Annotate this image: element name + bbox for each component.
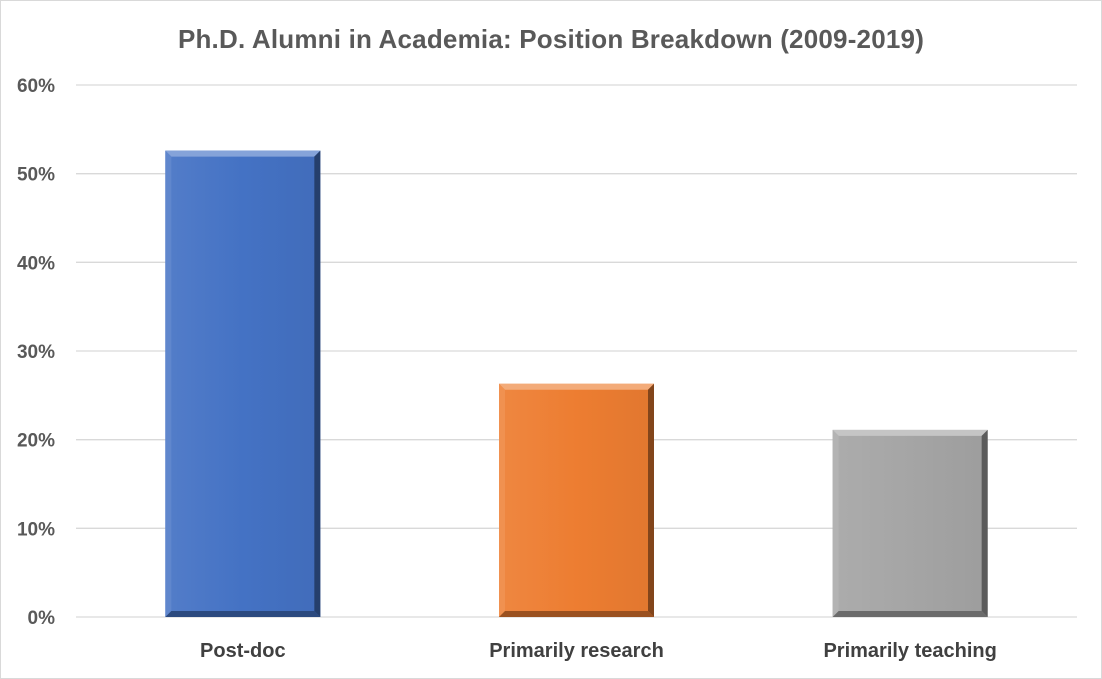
x-tick-label: Primarily research <box>489 640 664 662</box>
bar <box>165 150 321 617</box>
bar-bevel-bottom <box>832 611 988 617</box>
bar-bevel-bottom <box>165 611 321 617</box>
bar-bevel-top <box>832 429 988 436</box>
x-tick-label: Primarily teaching <box>823 640 996 662</box>
bar-primarily-teaching <box>832 429 988 617</box>
y-tick-label: 10% <box>17 519 55 540</box>
bar-bevel-left <box>832 429 839 617</box>
bar-bevel-right <box>314 150 321 617</box>
x-axis-category-labels: Post-doc Primarily research Primarily teac… <box>200 640 997 662</box>
bar-bevel-left <box>165 150 172 617</box>
y-tick-label: 0% <box>28 608 56 629</box>
y-tick-label: 60% <box>17 76 55 97</box>
chart-title: Ph.D. Alumni in Academia: Position Break… <box>177 24 925 54</box>
bar-bevel-right <box>981 429 988 617</box>
y-axis-tick-labels: 0% 10% 20% 30% 40% 50% 60% <box>17 76 55 629</box>
bar <box>499 383 654 617</box>
bar-bevel-top <box>499 383 654 390</box>
bar-primarily-research <box>499 383 654 617</box>
bar <box>832 429 988 617</box>
bar-bevel-bottom <box>499 611 654 617</box>
bar-bevel-top <box>165 150 321 157</box>
bar-bevel-left <box>499 383 505 617</box>
y-tick-label: 30% <box>17 342 55 363</box>
bar-bevel-right <box>648 383 654 617</box>
y-tick-label: 50% <box>17 165 55 186</box>
x-tick-label: Post-doc <box>200 640 286 662</box>
bars <box>165 150 988 617</box>
bar-post-doc <box>165 150 321 617</box>
y-tick-label: 20% <box>17 431 55 452</box>
y-tick-label: 40% <box>17 253 55 274</box>
